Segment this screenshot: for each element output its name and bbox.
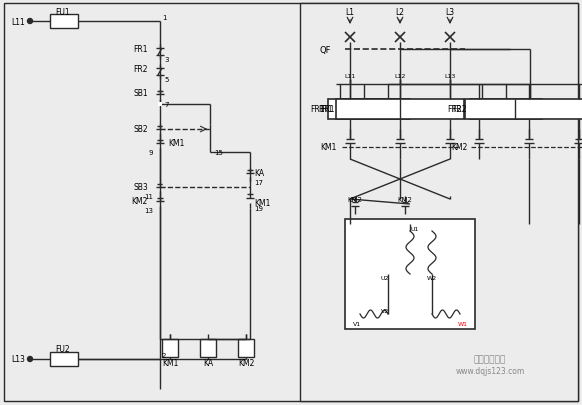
Text: SB3: SB3: [133, 182, 148, 191]
Text: FR1: FR1: [133, 45, 148, 53]
Text: KM1: KM1: [320, 143, 336, 152]
Bar: [300, 4, 578, 401]
Bar: [50, 352, 78, 366]
Text: 电工技术之家: 电工技术之家: [474, 355, 506, 364]
Text: KM1: KM1: [162, 358, 178, 368]
Text: 7: 7: [164, 102, 169, 108]
Text: FU2: FU2: [56, 345, 70, 354]
Bar: [465, 100, 582, 120]
Text: 15: 15: [214, 149, 223, 156]
Bar: [338, 100, 410, 120]
Text: L13: L13: [444, 74, 456, 79]
Text: V2: V2: [381, 309, 389, 314]
Bar: [345, 220, 475, 329]
Text: KM2: KM2: [132, 197, 148, 206]
Text: KM2: KM2: [451, 143, 467, 152]
Text: 9: 9: [148, 149, 153, 156]
Text: FR1: FR1: [321, 105, 335, 114]
Text: www.dqjs123.com: www.dqjs123.com: [455, 367, 524, 375]
Bar: [50, 15, 78, 29]
Text: FR2: FR2: [452, 105, 467, 114]
Circle shape: [27, 357, 33, 362]
Text: FR2: FR2: [133, 64, 148, 73]
Text: FR1: FR1: [318, 105, 333, 114]
Text: W2: W2: [427, 275, 437, 280]
Text: KM1: KM1: [254, 199, 271, 208]
Text: L12: L12: [395, 74, 406, 79]
Text: KA: KA: [203, 358, 213, 368]
Text: 5: 5: [164, 77, 168, 83]
Bar: [336, 100, 464, 120]
Bar: [238, 339, 254, 357]
Bar: [328, 100, 400, 120]
Text: SB2: SB2: [133, 124, 148, 133]
Text: KA: KA: [254, 168, 264, 177]
Text: 3: 3: [164, 57, 169, 63]
Text: KM2: KM2: [238, 358, 254, 368]
Text: W1: W1: [458, 322, 468, 327]
Text: V1: V1: [353, 322, 361, 327]
Bar: [470, 100, 542, 120]
Text: 19: 19: [254, 205, 263, 211]
Text: 17: 17: [254, 179, 263, 185]
Text: L11: L11: [11, 17, 25, 26]
Text: FR1: FR1: [311, 105, 325, 114]
Text: 13: 13: [144, 207, 153, 213]
Text: KM2: KM2: [347, 196, 363, 202]
Text: L11: L11: [345, 74, 356, 79]
Bar: [200, 339, 216, 357]
Text: QF: QF: [320, 45, 332, 54]
Bar: [158, 103, 162, 107]
Text: L3: L3: [445, 7, 455, 17]
Circle shape: [27, 19, 33, 24]
Text: 11: 11: [144, 194, 153, 200]
Text: L2: L2: [396, 7, 404, 17]
Text: L13: L13: [11, 355, 25, 364]
Text: 2: 2: [162, 352, 166, 358]
Text: L1: L1: [346, 7, 354, 17]
Bar: [162, 339, 178, 357]
Text: FR2: FR2: [448, 105, 462, 114]
Text: 1: 1: [162, 15, 166, 21]
Text: KM2: KM2: [398, 196, 413, 202]
Text: FU1: FU1: [56, 7, 70, 17]
Text: U2: U2: [381, 275, 389, 280]
Text: SB1: SB1: [133, 89, 148, 98]
Text: KM1: KM1: [168, 138, 184, 147]
Text: U1: U1: [411, 227, 419, 232]
